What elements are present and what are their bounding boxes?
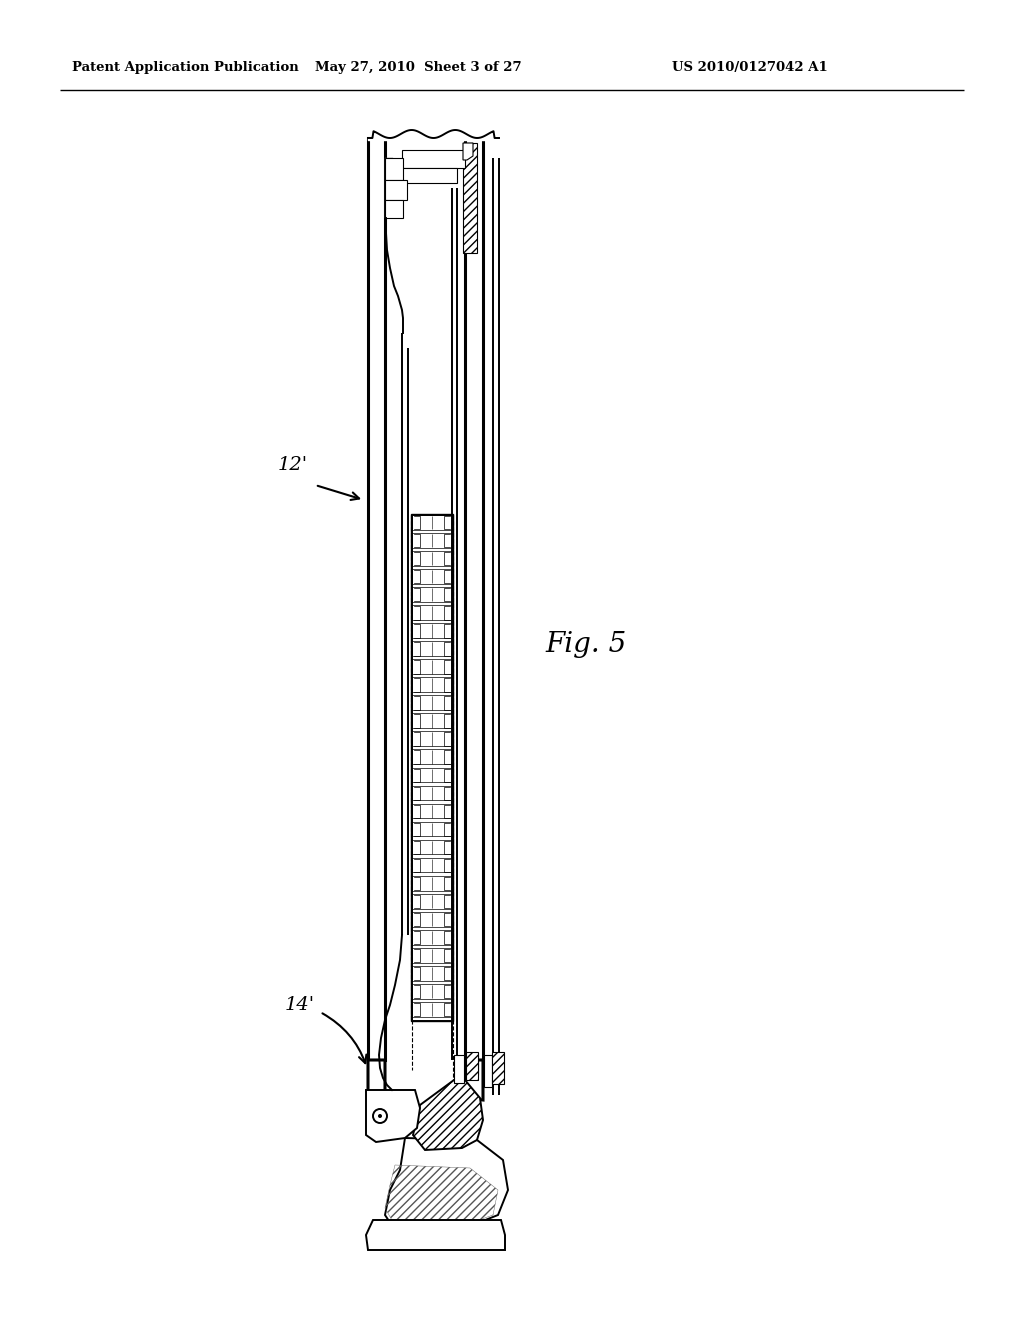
Bar [412, 623, 452, 638]
Bar [492, 1052, 504, 1084]
Bar [412, 948, 452, 962]
Bar [463, 143, 477, 253]
Polygon shape [385, 1138, 508, 1230]
Text: Fig. 5: Fig. 5 [545, 631, 627, 659]
Bar [385, 180, 407, 201]
Circle shape [378, 1114, 382, 1118]
Bar [412, 858, 452, 873]
Bar [412, 515, 452, 529]
Text: 12': 12' [278, 455, 308, 474]
Text: Patent Application Publication: Patent Application Publication [72, 62, 299, 74]
Bar [385, 158, 393, 180]
Bar [411, 513, 453, 1020]
Polygon shape [368, 1060, 385, 1111]
Bar [412, 587, 452, 602]
Bar [412, 659, 452, 675]
Bar [412, 894, 452, 908]
Bar [412, 785, 452, 800]
Bar [412, 875, 452, 891]
Bar [402, 150, 465, 168]
Bar [412, 696, 452, 710]
Bar [412, 515, 452, 1020]
Bar [484, 1055, 492, 1086]
Polygon shape [366, 1220, 505, 1250]
Bar [412, 929, 452, 945]
Bar [412, 605, 452, 620]
Polygon shape [413, 1080, 483, 1150]
Bar [412, 731, 452, 746]
Bar [412, 677, 452, 692]
Text: 14': 14' [285, 997, 315, 1014]
Text: May 27, 2010  Sheet 3 of 27: May 27, 2010 Sheet 3 of 27 [314, 62, 521, 74]
Bar [466, 1055, 478, 1074]
Bar [412, 804, 452, 818]
Polygon shape [465, 1060, 483, 1100]
Bar [412, 642, 452, 656]
Bar [466, 1052, 478, 1080]
Bar [368, 139, 385, 1060]
Bar [369, 1060, 384, 1105]
Bar [412, 569, 452, 583]
Bar [412, 1002, 452, 1016]
Bar [412, 713, 452, 729]
Bar [412, 966, 452, 981]
Bar [412, 750, 452, 764]
Bar [402, 168, 457, 183]
Bar [385, 180, 393, 201]
Bar [465, 139, 483, 1060]
Bar [412, 912, 452, 927]
Bar [412, 840, 452, 854]
Bar [369, 139, 384, 1059]
Bar [412, 767, 452, 783]
Bar [412, 533, 452, 548]
Bar [385, 201, 393, 218]
Bar [454, 1055, 464, 1082]
Polygon shape [463, 143, 473, 160]
Bar [385, 158, 403, 180]
Polygon shape [366, 1090, 420, 1142]
Bar [385, 201, 403, 218]
Bar [412, 821, 452, 837]
Text: US 2010/0127042 A1: US 2010/0127042 A1 [672, 62, 827, 74]
Bar [412, 550, 452, 566]
Bar [412, 983, 452, 999]
